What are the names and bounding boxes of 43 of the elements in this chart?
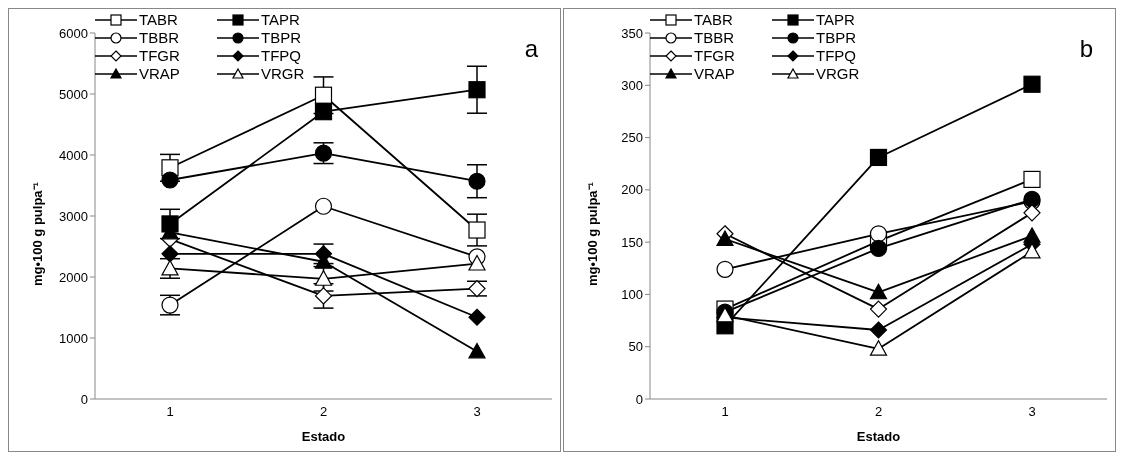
legend-label: VRAP (694, 65, 735, 83)
x-tick-label: 1 (721, 404, 729, 420)
x-tick-label: 3 (473, 404, 481, 420)
y-tick-label: 50 (628, 339, 643, 355)
legend-label: VRAP (139, 65, 180, 83)
legend-label: TFGR (139, 47, 180, 65)
legend-label: TBBR (139, 29, 180, 47)
y-tick-label: 2000 (59, 269, 88, 285)
legend-label: TFGR (694, 47, 735, 65)
x-tick-label: 1 (166, 404, 174, 420)
x-axis-title: Estado (856, 429, 901, 444)
y-tick-label: 150 (621, 234, 643, 250)
x-tick-label: 2 (319, 404, 328, 420)
x-tick-label: 2 (874, 404, 883, 420)
y-tick-label: 4000 (59, 147, 88, 163)
x-axis-title: Estado (301, 429, 346, 444)
legend-label: TFPQ (816, 47, 856, 65)
y-tick-label: 250 (621, 130, 643, 146)
legend-label: VRGR (261, 65, 305, 83)
y-tick-label: 350 (621, 25, 643, 41)
legend-label: TAPR (816, 11, 855, 29)
legend-label: TBBR (694, 29, 735, 47)
y-tick-label: 6000 (59, 25, 88, 41)
legend-label: TBPR (816, 29, 857, 47)
annotation: b (1079, 35, 1093, 63)
legend-label: TAPR (261, 11, 300, 29)
legend-label: TBPR (261, 29, 302, 47)
y-tick-label: 300 (621, 77, 643, 93)
legend-label: TFPQ (261, 47, 301, 65)
y-tick-label: 1000 (59, 330, 88, 346)
legend-label: TABR (694, 11, 733, 29)
x-tick-label: 3 (1028, 404, 1036, 420)
y-axis-title: mg•100 g pulpa⁻¹ (584, 182, 600, 286)
y-tick-label: 0 (635, 391, 643, 407)
y-tick-label: 100 (621, 287, 643, 303)
legend-label: VRGR (816, 65, 860, 83)
annotation: a (524, 35, 538, 63)
y-tick-label: 3000 (59, 208, 88, 224)
y-tick-label: 0 (80, 391, 88, 407)
y-tick-label: 5000 (59, 86, 88, 102)
y-tick-label: 200 (621, 182, 643, 198)
legend-label: TABR (139, 11, 178, 29)
y-axis-title: mg•100 g pulpa⁻¹ (29, 182, 45, 286)
